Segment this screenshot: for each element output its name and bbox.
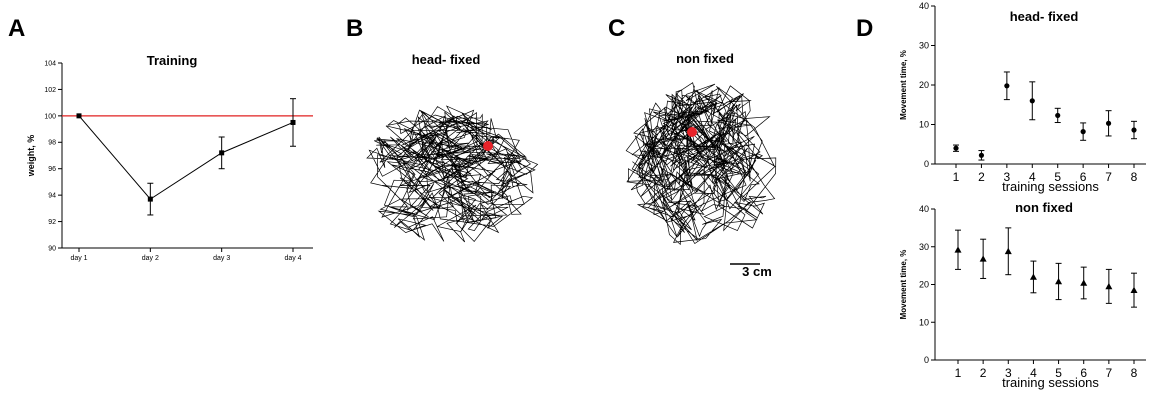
x-tick-label: 5 bbox=[1054, 170, 1061, 184]
x-tick-label: 2 bbox=[980, 366, 987, 380]
y-axis-label: Movement time, % bbox=[899, 250, 908, 320]
y-tick-label: 10 bbox=[919, 317, 929, 327]
x-tick-label: 8 bbox=[1131, 366, 1138, 380]
data-point bbox=[1004, 83, 1010, 89]
head-fixed-trajectory bbox=[366, 105, 539, 243]
series-line bbox=[78, 115, 294, 200]
data-point bbox=[76, 113, 82, 119]
y-tick-label: 90 bbox=[48, 245, 56, 252]
y-tick-label: 30 bbox=[919, 242, 929, 252]
y-tick-label: 104 bbox=[44, 60, 56, 67]
x-tick-label: day 1 bbox=[70, 255, 87, 262]
data-point bbox=[1055, 277, 1063, 285]
panel-letter-a: A bbox=[8, 15, 25, 42]
y-tick-label: 94 bbox=[48, 193, 56, 200]
y-tick-label: 98 bbox=[48, 140, 56, 147]
data-point bbox=[979, 255, 987, 262]
x-tick-label: day 2 bbox=[142, 255, 159, 262]
data-point bbox=[978, 152, 985, 158]
y-tick-label: 20 bbox=[919, 80, 929, 90]
x-tick-label: 8 bbox=[1131, 170, 1138, 184]
trajectory-path bbox=[366, 105, 539, 243]
x-tick-label: 3 bbox=[1005, 366, 1012, 380]
data-point bbox=[1130, 286, 1138, 293]
x-tick-label: 7 bbox=[1106, 366, 1113, 380]
x-tick-label: 1 bbox=[953, 170, 960, 184]
scale-bar-label: 3 cm bbox=[742, 264, 772, 279]
x-axis-label: training sessions bbox=[1002, 375, 1099, 390]
chart-title: non fixed bbox=[1015, 200, 1073, 215]
movement-time-head-fixed-chart: 0 10 20 30 40 1 2 3 4 5 6 7 8 head- fixed Movement tim… bbox=[899, 1, 1146, 194]
trajectory-title-head-fixed: head- fixed bbox=[412, 52, 481, 67]
panel-letter-d: D bbox=[856, 15, 873, 42]
data-point bbox=[1055, 112, 1061, 119]
x-tick-label: 1 bbox=[955, 366, 962, 380]
x-tick-label: 4 bbox=[1030, 366, 1037, 380]
x-tick-label: day 4 bbox=[284, 255, 301, 262]
panel-letter-c: C bbox=[608, 15, 625, 42]
data-point bbox=[1080, 129, 1086, 135]
y-tick-label: 10 bbox=[919, 120, 929, 130]
x-tick-label: 2 bbox=[978, 170, 985, 184]
y-tick-label: 100 bbox=[44, 113, 56, 120]
data-point bbox=[1029, 98, 1035, 104]
x-tick-label: 4 bbox=[1029, 170, 1036, 184]
x-tick-label: 6 bbox=[1080, 366, 1087, 380]
x-tick-label: day 3 bbox=[213, 255, 230, 262]
data-point bbox=[1105, 120, 1112, 126]
data-point bbox=[290, 119, 296, 125]
non-fixed-trajectory bbox=[625, 82, 777, 246]
data-point bbox=[1131, 127, 1137, 133]
movement-time-non-fixed-chart: 0 10 20 30 40 1 2 3 4 5 6 7 8 non fixed Movement time,… bbox=[899, 200, 1146, 390]
y-tick-label: 102 bbox=[44, 87, 56, 94]
data-point bbox=[954, 246, 962, 253]
start-point-marker bbox=[687, 127, 697, 137]
y-tick-label: 40 bbox=[919, 1, 929, 11]
y-tick-label: 0 bbox=[924, 355, 929, 365]
y-tick-label: 96 bbox=[48, 166, 56, 173]
chart-title: Training bbox=[147, 53, 198, 68]
data-point bbox=[147, 196, 153, 202]
x-tick-label: 3 bbox=[1004, 170, 1011, 184]
data-point bbox=[1105, 282, 1113, 290]
start-point-marker bbox=[483, 141, 493, 151]
data-point bbox=[1004, 247, 1012, 255]
x-axis-label: training sessions bbox=[1002, 179, 1099, 194]
y-tick-label: 30 bbox=[919, 41, 929, 51]
chart-title: head- fixed bbox=[1010, 9, 1079, 24]
data-point bbox=[1080, 279, 1088, 286]
trajectory-path bbox=[625, 82, 777, 246]
trajectory-title-non-fixed: non fixed bbox=[676, 51, 734, 66]
y-axis-label: weight, % bbox=[26, 135, 36, 178]
y-axis-label: Movement time, % bbox=[899, 50, 908, 120]
y-tick-label: 20 bbox=[919, 280, 929, 290]
y-tick-label: 0 bbox=[924, 159, 929, 169]
y-tick-label: 40 bbox=[919, 204, 929, 214]
panel-letter-b: B bbox=[346, 15, 363, 42]
x-tick-label: 7 bbox=[1105, 170, 1112, 184]
x-tick-label: 5 bbox=[1055, 366, 1062, 380]
data-point bbox=[219, 150, 225, 156]
x-tick-label: 6 bbox=[1080, 170, 1087, 184]
data-point bbox=[953, 145, 959, 151]
data-point bbox=[1029, 273, 1037, 280]
weight-chart: 90 92 94 96 98 100 102 104 day 1 day 2 day 3 day 4 T… bbox=[26, 53, 313, 262]
y-tick-label: 92 bbox=[48, 219, 56, 226]
